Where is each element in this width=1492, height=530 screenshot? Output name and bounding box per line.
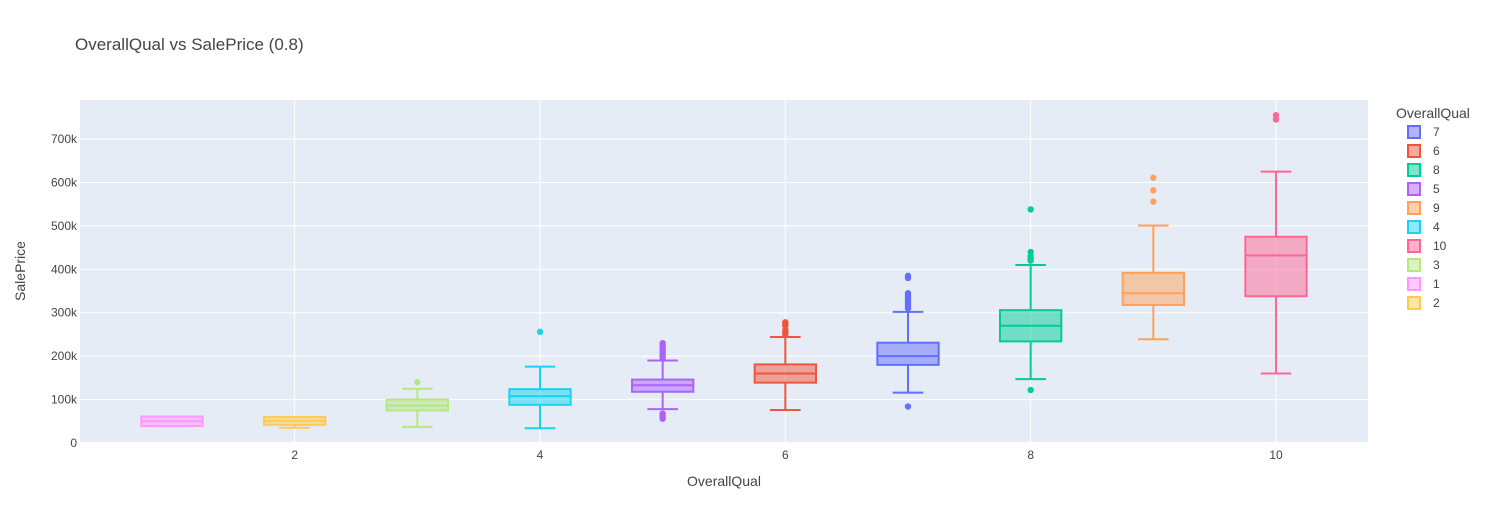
legend-label: 3 <box>1433 258 1440 272</box>
x-tick-label: 4 <box>537 448 544 462</box>
box-series-9[interactable] <box>1121 174 1185 341</box>
outlier-point <box>904 272 912 280</box>
legend-item-9[interactable]: 9 <box>1407 201 1440 215</box>
box-series-6[interactable] <box>753 319 818 412</box>
legend-swatch <box>1407 201 1421 215</box>
y-tick-label: 200k <box>51 349 78 363</box>
x-tick-label: 6 <box>782 448 789 462</box>
legend-swatch <box>1407 239 1421 253</box>
outlier-point <box>659 410 666 417</box>
legend-item-4[interactable]: 4 <box>1407 220 1440 234</box>
legend-label: 9 <box>1433 201 1440 215</box>
legend: OverallQual 7 6 8 5 9 4 10 3 1 2 <box>1396 105 1470 310</box>
outlier-point <box>536 328 544 336</box>
legend-item-2[interactable]: 2 <box>1407 296 1440 310</box>
legend-item-6[interactable]: 6 <box>1407 144 1440 158</box>
outlier-point <box>1027 206 1034 213</box>
box-series-8[interactable] <box>999 206 1063 394</box>
outlier-point <box>659 339 666 347</box>
outlier-point <box>904 290 912 297</box>
box-series-1[interactable] <box>140 415 204 428</box>
outlier-point <box>1150 174 1157 181</box>
y-tick-label: 0 <box>70 436 77 450</box>
legend-swatch <box>1407 125 1421 139</box>
legend-label: 6 <box>1433 144 1440 158</box>
box-series-5[interactable] <box>631 339 695 422</box>
outlier-point <box>1272 111 1280 119</box>
outlier-point <box>904 403 912 410</box>
y-tick-label: 300k <box>51 306 78 320</box>
legend-item-5[interactable]: 5 <box>1407 182 1440 196</box>
box-iqr <box>1121 271 1185 306</box>
legend-title: OverallQual <box>1396 105 1470 121</box>
outlier-point <box>1150 187 1157 194</box>
x-tick-label: 8 <box>1027 448 1034 462</box>
legend-swatch <box>1407 296 1421 310</box>
y-tick-label: 600k <box>51 175 78 189</box>
plot-area <box>80 100 1368 443</box>
y-tick-label: 700k <box>51 132 78 146</box>
y-tick-label: 500k <box>51 219 78 233</box>
legend-swatch <box>1407 182 1421 196</box>
box-iqr <box>876 341 940 366</box>
y-tick-label: 400k <box>51 262 78 276</box>
legend-item-7[interactable]: 7 <box>1407 125 1440 139</box>
box-series-3[interactable] <box>385 379 449 428</box>
legend-item-10[interactable]: 10 <box>1407 239 1447 253</box>
legend-label: 10 <box>1433 239 1447 253</box>
legend-swatch <box>1407 144 1421 158</box>
legend-label: 1 <box>1433 277 1440 291</box>
legend-item-8[interactable]: 8 <box>1407 163 1440 177</box>
outlier-point <box>414 379 421 386</box>
x-tick-label: 2 <box>291 448 298 462</box>
legend-label: 8 <box>1433 163 1440 177</box>
legend-label: 4 <box>1433 220 1440 234</box>
box-series-2[interactable] <box>263 415 327 429</box>
y-axis-title: SalePrice <box>12 241 28 301</box>
legend-item-1[interactable]: 1 <box>1407 277 1440 291</box>
legend-swatch <box>1407 277 1421 291</box>
box-iqr <box>1244 235 1308 298</box>
y-tick-label: 100k <box>51 393 78 407</box>
x-axis-title: OverallQual <box>687 473 761 489</box>
legend-label: 7 <box>1433 125 1440 139</box>
outlier-point <box>1027 248 1034 256</box>
box-series-7[interactable] <box>876 272 940 410</box>
legend-swatch <box>1407 220 1421 234</box>
box-series-4[interactable] <box>508 328 572 430</box>
box-series-10[interactable] <box>1244 111 1308 375</box>
legend-label: 2 <box>1433 296 1440 310</box>
outlier-point <box>1150 198 1157 205</box>
x-tick-label: 10 <box>1269 448 1283 462</box>
legend-item-3[interactable]: 3 <box>1407 258 1440 272</box>
legend-swatch <box>1407 163 1421 177</box>
chart-title: OverallQual vs SalePrice (0.8) <box>75 35 304 54</box>
legend-label: 5 <box>1433 182 1440 196</box>
legend-swatch <box>1407 258 1421 272</box>
outlier-point <box>1027 386 1034 394</box>
outlier-point <box>782 319 789 326</box>
